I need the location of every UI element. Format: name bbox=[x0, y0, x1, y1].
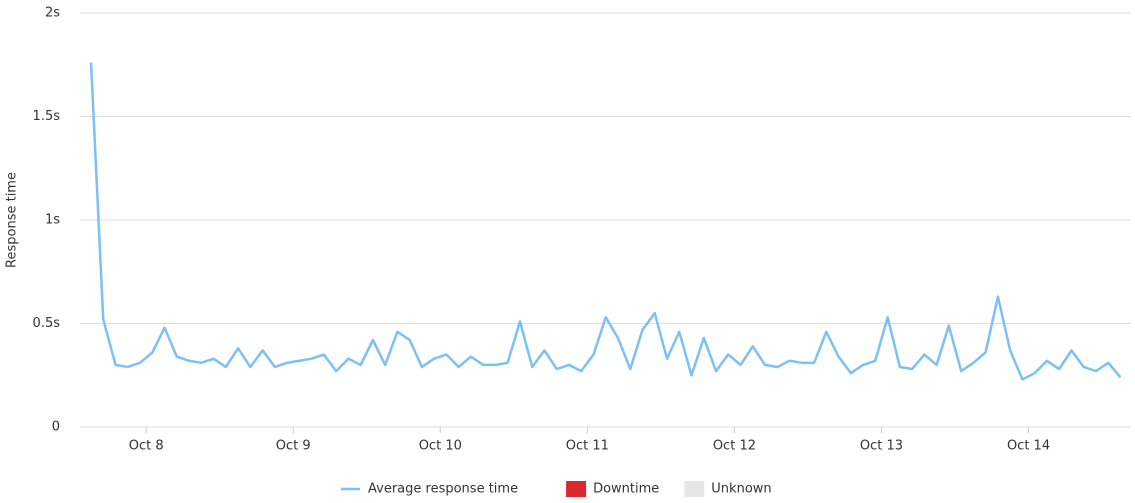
x-tick-label: Oct 9 bbox=[276, 439, 311, 454]
x-tick-label: Oct 8 bbox=[129, 439, 164, 454]
x-tick-label: Oct 14 bbox=[1007, 439, 1050, 454]
y-tick-label: 0.5s bbox=[33, 316, 61, 331]
x-tick-label: Oct 10 bbox=[419, 439, 462, 454]
x-tick-label: Oct 11 bbox=[566, 439, 609, 454]
legend-swatch bbox=[684, 481, 705, 497]
legend-label: Average response time bbox=[368, 482, 518, 497]
y-tick-label: 1.5s bbox=[33, 109, 61, 124]
y-axis-label: Response time bbox=[5, 172, 20, 268]
x-tick-label: Oct 12 bbox=[713, 439, 756, 454]
y-tick-label: 0 bbox=[52, 420, 60, 435]
y-tick-label: 2s bbox=[45, 6, 60, 21]
x-tick-label: Oct 13 bbox=[860, 439, 903, 454]
response-line bbox=[89, 62, 1122, 381]
legend-label: Unknown bbox=[711, 482, 771, 497]
legend-swatch bbox=[566, 481, 587, 497]
y-tick-label: 1s bbox=[45, 213, 60, 228]
legend-label: Downtime bbox=[593, 482, 659, 497]
